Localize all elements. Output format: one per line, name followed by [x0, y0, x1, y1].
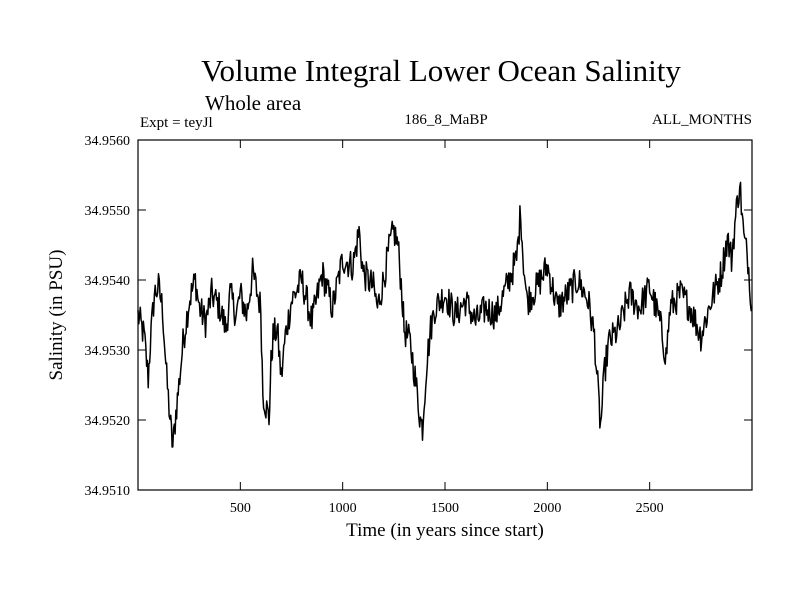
tick-layer: 500 1000 1500 2000 2500 34.9510 34.9520 34.9530…: [85, 134, 752, 516]
y-tick-label: 34.9530: [85, 344, 131, 359]
chart-title: Volume Integral Lower Ocean Salinity: [201, 53, 681, 88]
y-tick-label: 34.9560: [85, 134, 131, 149]
x-tick-label: 1500: [431, 501, 459, 516]
y-tick-label: 34.9550: [85, 204, 131, 219]
plot-frame: [137, 139, 753, 491]
x-axis-label: Time (in years since start): [346, 520, 544, 541]
experiment-label: Expt = teyJl: [140, 115, 213, 131]
period-label: ALL_MONTHS: [652, 112, 752, 128]
x-tick-label: 2500: [636, 501, 664, 516]
x-tick-label: 500: [230, 501, 251, 516]
series-line-salinity: [137, 181, 753, 448]
y-axis-label: Salinity (in PSU): [46, 250, 67, 381]
y-tick-label: 34.9520: [85, 414, 131, 429]
plot-layer: [137, 181, 753, 448]
run-label: 186_8_MaBP: [404, 112, 487, 128]
y-tick-label: 34.9540: [85, 274, 131, 289]
x-tick-label: 2000: [533, 501, 561, 516]
chart-subtitle: Whole area: [205, 91, 302, 115]
x-tick-label: 1000: [329, 501, 357, 516]
y-tick-label: 34.9510: [85, 484, 131, 499]
